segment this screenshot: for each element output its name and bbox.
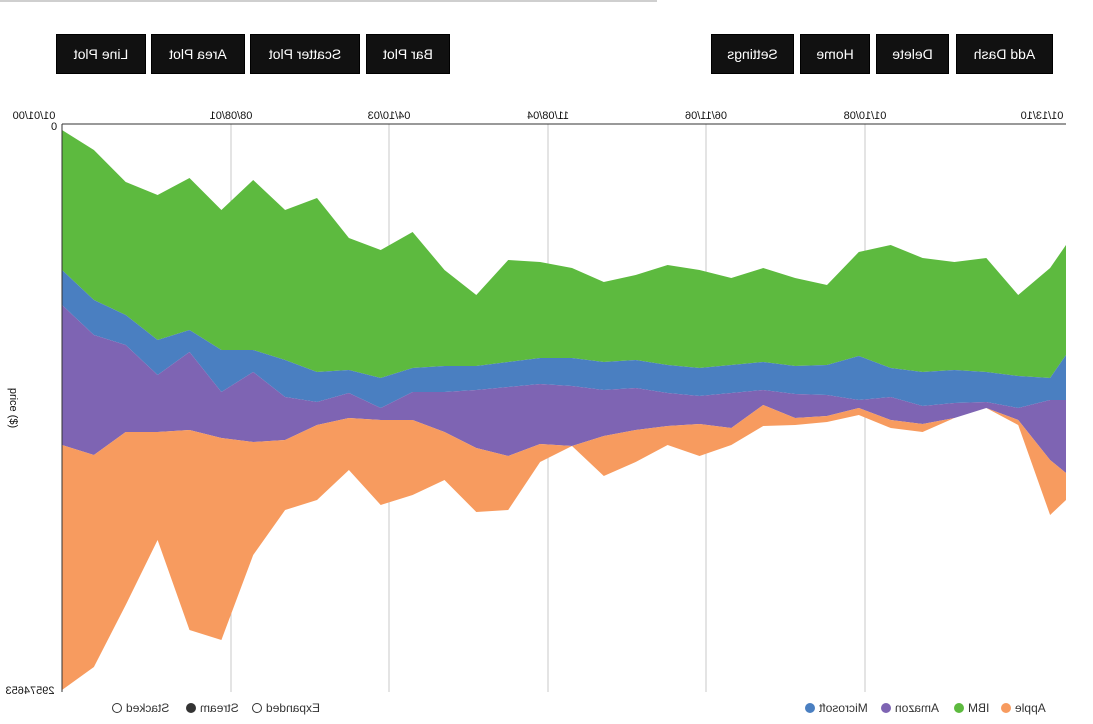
x-tick-label: 01/10/08 — [844, 110, 887, 122]
mode-expanded[interactable]: Expanded — [252, 701, 320, 715]
mode-stream[interactable]: Stream — [186, 701, 239, 715]
legend-item-ibm[interactable]: IBM — [954, 701, 989, 715]
ibm-area — [62, 130, 1066, 378]
legend-item-microsoft[interactable]: Microsoft — [805, 701, 868, 715]
legend-item-apple[interactable]: Apple — [1001, 701, 1046, 715]
x-tick-label: 11/08/04 — [527, 110, 569, 122]
radio-empty-icon — [112, 703, 122, 713]
legend-dot-icon — [805, 703, 815, 713]
radio-filled-icon — [186, 703, 196, 713]
mode-stream-label: Stream — [200, 701, 239, 715]
mode-stacked-label: Stacked — [126, 701, 170, 715]
legend-dot-icon — [881, 703, 891, 713]
mode-expanded-label: Expanded — [266, 701, 321, 715]
legend-label: Amazon — [895, 701, 940, 715]
microsoft-area — [62, 270, 1066, 408]
legend-label: Microsoft — [819, 701, 868, 715]
legend-label: Apple — [1015, 701, 1046, 715]
legend-dot-icon — [1001, 703, 1011, 713]
x-tick-label: 08/08/01 — [210, 110, 253, 122]
legend-label: IBM — [968, 701, 990, 715]
y-top-label: 0 — [51, 121, 57, 133]
x-tick-label: 04/10/03 — [368, 110, 411, 122]
stream-areas — [62, 130, 1066, 690]
y-bottom-label: 29574653 — [6, 685, 55, 697]
mode-stacked[interactable]: Stacked — [112, 701, 169, 715]
legend-item-amazon[interactable]: Amazon — [881, 701, 939, 715]
x-tick-label: 06/11/06 — [685, 110, 727, 122]
axes: 01/01/00 08/08/01 04/10/03 11/08/04 06/11/06… — [6, 110, 1066, 697]
x-tick-label: 01/01/00 — [13, 110, 56, 122]
apple-area — [62, 405, 1066, 690]
y-axis-label: price ($) — [7, 388, 19, 428]
x-tick-label: 01/13/10 — [1021, 110, 1064, 122]
radio-empty-icon — [252, 703, 262, 713]
amazon-area — [62, 305, 1066, 473]
legend-dot-icon — [954, 703, 964, 713]
top-divider — [0, 0, 657, 2]
